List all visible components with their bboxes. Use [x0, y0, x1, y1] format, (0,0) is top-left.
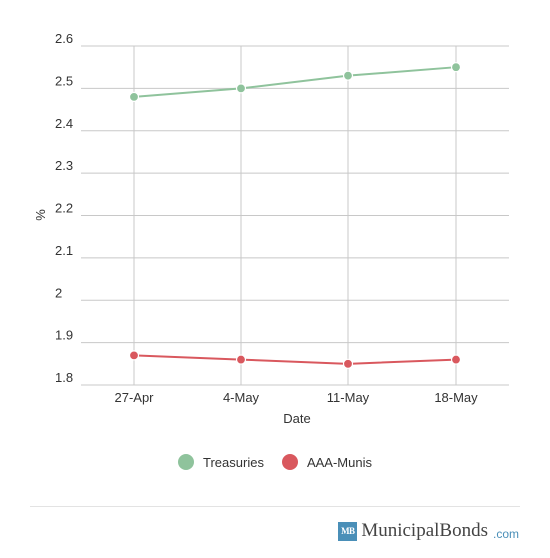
legend-item-treasuries[interactable]: Treasuries [178, 454, 264, 470]
legend-item-aaa-munis[interactable]: AAA-Munis [281, 454, 372, 470]
logo-suffix: .com [492, 526, 519, 541]
y-axis-title: % [33, 209, 48, 221]
data-point-treasuries [235, 83, 247, 94]
data-point-treasuries [342, 70, 354, 81]
y-tick-label: 2 [55, 285, 62, 300]
y-tick-label: 2.1 [55, 243, 73, 258]
x-tick-label: 11-May [327, 390, 370, 405]
legend-swatch-treasuries [178, 454, 195, 470]
series-line-treasuries [133, 66, 457, 98]
x-tick-label: 4-May [223, 390, 260, 405]
data-point-treasuries [128, 91, 140, 102]
y-tick-label: 2.3 [55, 158, 73, 173]
y-tick-label: 2.4 [55, 116, 73, 131]
legend-swatch-aaa-munis [281, 454, 298, 470]
data-point-aaa-munis [235, 354, 247, 365]
x-tick-label: 18-May [434, 390, 478, 405]
data-point-aaa-munis [128, 350, 140, 361]
x-tick-label: 27-Apr [114, 390, 154, 405]
line-chart: 1.8 1.9 2 2.1 2.2 2.3 2.4 2.5 2.6 27-Apr 4-May 11-M… [33, 31, 509, 426]
logo-text: MunicipalBonds [361, 520, 488, 541]
y-tick-label: 2.6 [55, 31, 73, 46]
series-line-aaa-munis [133, 354, 457, 365]
y-tick-label: 2.5 [55, 73, 73, 88]
legend-label-aaa-munis: AAA-Munis [306, 454, 372, 470]
y-tick-label: 1.8 [55, 370, 73, 385]
data-point-aaa-munis [450, 354, 462, 365]
legend-label-treasuries: Treasuries [203, 454, 264, 470]
x-axis-title: Date [283, 411, 310, 426]
y-tick-label: 2.2 [55, 201, 73, 216]
chart-legend: Treasuries AAA-Munis [0, 454, 550, 470]
y-tick-label: 1.9 [55, 328, 73, 343]
municipalbonds-logo[interactable]: MB MunicipalBonds .com [338, 520, 519, 542]
data-point-aaa-munis [342, 358, 354, 369]
data-point-treasuries [450, 62, 462, 73]
footer-divider [30, 506, 520, 507]
logo-badge: MB [338, 521, 358, 541]
